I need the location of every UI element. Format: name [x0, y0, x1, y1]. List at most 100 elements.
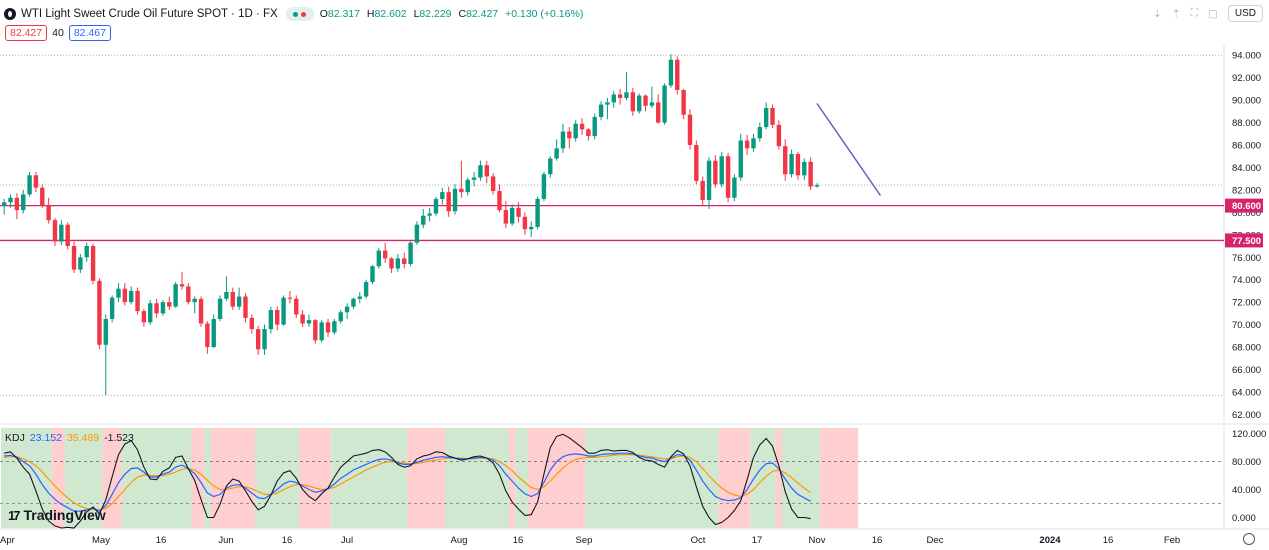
candle-body — [706, 160, 712, 201]
candle-body — [141, 311, 147, 323]
time-tick-label: Nov — [809, 535, 826, 546]
candle — [389, 257, 394, 273]
candle-body — [211, 318, 216, 348]
candle-body — [675, 59, 680, 91]
candle — [656, 94, 661, 124]
candle — [313, 318, 318, 344]
candle — [71, 241, 77, 273]
time-tick-label: Dec — [927, 535, 944, 546]
candle-body — [478, 165, 483, 178]
fullscreen-icon[interactable]: ⛶ — [1190, 7, 1198, 19]
candle-body — [402, 258, 407, 264]
candle-body — [452, 188, 458, 212]
candle-body — [78, 257, 83, 270]
kdj-zone — [121, 428, 192, 528]
candle — [395, 253, 401, 272]
candle — [548, 156, 553, 178]
candle-body — [548, 158, 553, 175]
candle — [287, 290, 293, 304]
candle-body — [382, 250, 388, 259]
candle — [167, 296, 172, 311]
kdj-zone — [64, 428, 103, 528]
candle — [78, 253, 83, 273]
candle — [490, 173, 496, 195]
candle-body — [687, 114, 693, 146]
symbol-logo-icon — [4, 8, 16, 20]
price-tick-label: 76.000 — [1232, 253, 1261, 264]
candle-body — [21, 194, 26, 211]
price-tick-label: 94.000 — [1232, 51, 1261, 62]
time-tick-label: 16 — [1103, 535, 1114, 546]
candle — [725, 152, 731, 203]
candle-body — [668, 59, 674, 86]
candle — [141, 308, 147, 327]
candle — [605, 97, 610, 120]
candles — [1, 54, 820, 396]
symbol-title[interactable]: WTI Light Sweet Crude Oil Future SPOT · … — [21, 8, 278, 20]
kdj-zone — [407, 428, 446, 528]
candle — [452, 184, 458, 215]
candle-body — [522, 216, 528, 230]
candle — [440, 187, 445, 205]
kdj-zone — [210, 428, 255, 528]
kdj-j-line — [4, 433, 811, 529]
candle — [478, 160, 483, 181]
candle-body — [205, 323, 210, 348]
candle — [732, 174, 737, 202]
candle-body — [281, 297, 286, 325]
candle-body — [268, 310, 274, 330]
buy-price-button[interactable]: 82.467 — [68, 25, 111, 41]
candle — [719, 151, 724, 188]
candle — [281, 295, 286, 326]
tradingview-logo-text: TradingView — [23, 507, 106, 523]
candle — [535, 196, 540, 230]
kdj-tick-label: 0.000 — [1232, 513, 1256, 524]
kdj-zone — [820, 428, 859, 528]
candle-body — [700, 180, 705, 201]
candle-body — [738, 140, 743, 178]
candle — [236, 287, 242, 311]
currency-select[interactable]: USD — [1227, 5, 1263, 22]
candle — [427, 207, 432, 222]
time-tick-label: 2024 — [1039, 535, 1061, 546]
candle — [154, 298, 159, 318]
candle-body — [217, 298, 223, 319]
price-tick-label: 86.000 — [1232, 141, 1261, 152]
candle — [503, 201, 509, 229]
snapshot-icon[interactable]: ▢ — [1207, 7, 1218, 20]
candle — [668, 54, 674, 88]
candle — [636, 93, 642, 114]
candle-body — [763, 107, 769, 128]
candle-body — [725, 156, 731, 198]
candle-body — [249, 317, 255, 330]
arrow-down-icon[interactable]: ⇣ — [1152, 7, 1162, 20]
settings-gear-icon[interactable] — [1243, 533, 1255, 545]
candle-body — [236, 296, 242, 307]
candle-body — [135, 290, 140, 312]
candle — [198, 296, 204, 327]
candle-body — [579, 123, 585, 130]
price-tick-label: 82.000 — [1232, 185, 1261, 196]
candle — [275, 306, 280, 331]
candle-body — [97, 280, 102, 345]
candle-body — [617, 94, 623, 98]
candle-body — [414, 224, 420, 243]
kdj-name[interactable]: KDJ — [5, 432, 25, 444]
candle — [186, 283, 191, 305]
candle — [1, 198, 7, 215]
candle — [8, 194, 13, 208]
sell-price-button[interactable]: 82.427 — [5, 25, 48, 41]
candle-body — [630, 92, 636, 112]
candle-body — [656, 102, 661, 123]
time-tick-label: 16 — [872, 535, 883, 546]
price-label-box — [1225, 198, 1263, 213]
candle — [300, 310, 305, 327]
candle-body — [357, 296, 362, 299]
candle-body — [783, 146, 788, 175]
market-status-icon[interactable] — [285, 7, 314, 21]
kdj-legend: KDJ 23.152 35.489 -1.523 — [5, 432, 134, 444]
tradingview-logo[interactable]: 17 TradingView — [8, 507, 106, 523]
arrow-up-icon[interactable]: ⇡ — [1171, 7, 1181, 20]
candle-body — [338, 312, 343, 322]
